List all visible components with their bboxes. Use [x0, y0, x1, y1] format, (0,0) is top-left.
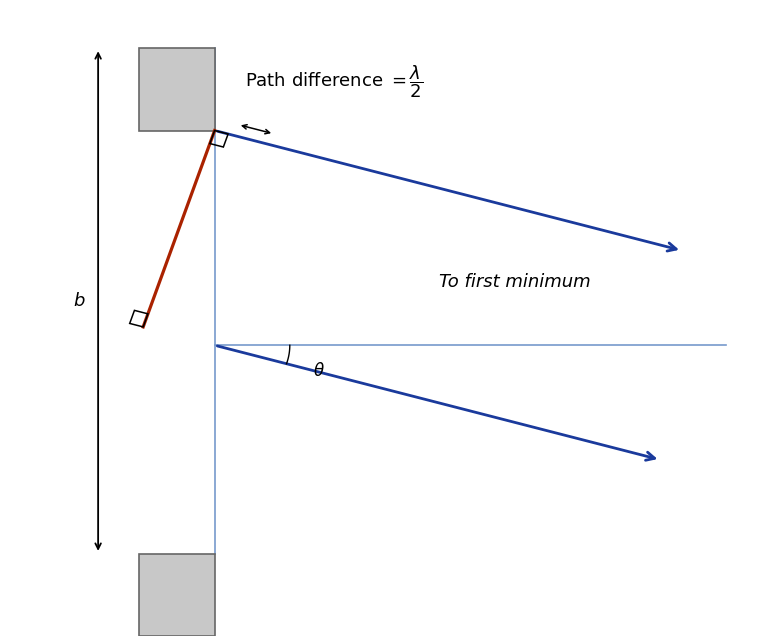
Bar: [140, 49, 214, 131]
Text: θ: θ: [314, 362, 324, 380]
Text: To first minimum: To first minimum: [439, 273, 591, 291]
Bar: [140, 554, 214, 636]
Text: b: b: [74, 292, 85, 310]
Text: Path difference $=\dfrac{\lambda}{2}$: Path difference $=\dfrac{\lambda}{2}$: [245, 63, 423, 100]
